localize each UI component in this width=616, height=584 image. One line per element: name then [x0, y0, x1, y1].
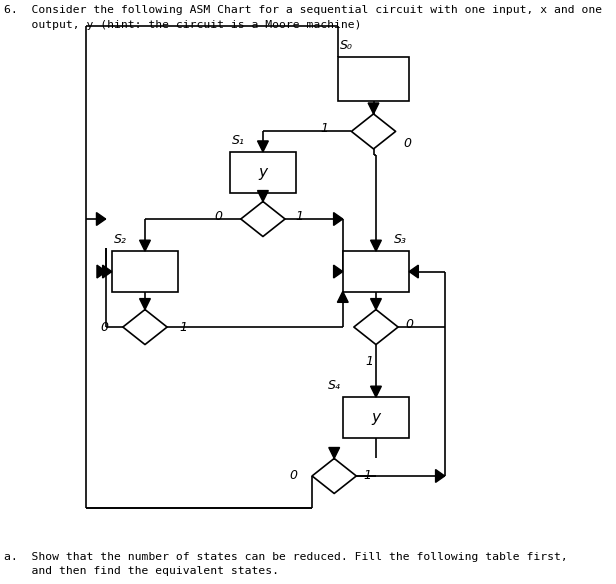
Text: S₃: S₃	[394, 234, 407, 246]
Bar	[342, 251, 409, 292]
Polygon shape	[257, 190, 269, 201]
Text: 0: 0	[215, 210, 223, 223]
Polygon shape	[140, 298, 150, 310]
Text: y: y	[371, 410, 381, 425]
Polygon shape	[334, 213, 342, 225]
Bar	[338, 57, 409, 101]
Text: S₀: S₀	[340, 39, 353, 53]
Polygon shape	[436, 470, 445, 482]
Text: S₄: S₄	[328, 380, 340, 392]
Text: 1: 1	[363, 470, 371, 482]
Text: y: y	[259, 165, 267, 180]
Text: 1: 1	[179, 321, 187, 333]
Text: 0: 0	[290, 470, 298, 482]
Polygon shape	[334, 265, 342, 278]
Polygon shape	[103, 265, 112, 278]
Text: a.  Show that the number of states can be reduced. Fill the following table firs: a. Show that the number of states can be…	[4, 552, 568, 562]
Bar	[112, 251, 178, 292]
Polygon shape	[368, 103, 379, 114]
Text: 1: 1	[365, 355, 373, 368]
Polygon shape	[257, 141, 269, 152]
Polygon shape	[338, 291, 348, 303]
Polygon shape	[97, 265, 106, 278]
Polygon shape	[371, 298, 381, 310]
Text: output, y (hint: the circuit is a Moore machine): output, y (hint: the circuit is a Moore …	[4, 20, 362, 30]
Text: S₁: S₁	[232, 134, 245, 147]
Polygon shape	[97, 213, 106, 225]
Text: 1: 1	[296, 210, 304, 223]
Text: 0: 0	[405, 318, 413, 331]
Text: 6.  Consider the following ASM Chart for a sequential circuit with one input, x : 6. Consider the following ASM Chart for …	[4, 5, 602, 15]
Polygon shape	[371, 386, 381, 397]
Text: 1: 1	[320, 122, 328, 135]
Bar	[230, 152, 296, 193]
Polygon shape	[371, 240, 381, 251]
Text: and then find the equivalent states.: and then find the equivalent states.	[4, 566, 279, 576]
Polygon shape	[329, 447, 339, 458]
Text: S₂: S₂	[114, 234, 127, 246]
Text: 0: 0	[403, 137, 411, 150]
Text: 0: 0	[100, 321, 108, 333]
Polygon shape	[409, 265, 418, 278]
Polygon shape	[140, 240, 150, 251]
Bar	[342, 397, 409, 438]
